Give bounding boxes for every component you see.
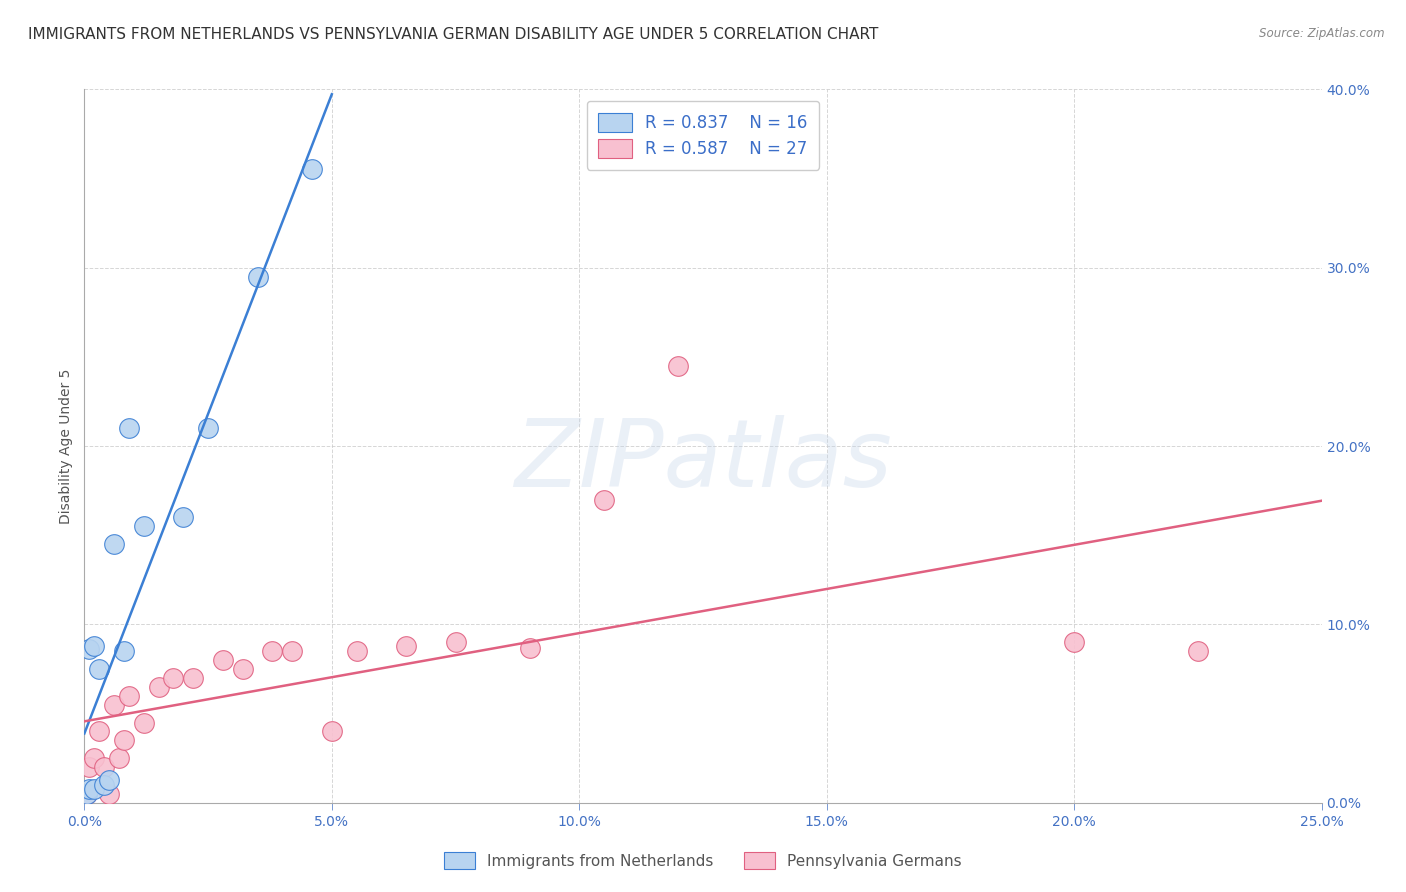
Point: [444, 635, 467, 649]
Text: Source: ZipAtlas.com: Source: ZipAtlas.com: [1260, 27, 1385, 40]
Point: [197, 421, 219, 435]
Point: [108, 751, 131, 765]
Point: [118, 421, 141, 435]
Point: [232, 662, 254, 676]
Point: [83, 751, 105, 765]
Legend: Immigrants from Netherlands, Pennsylvania Germans: Immigrants from Netherlands, Pennsylvani…: [439, 846, 967, 875]
Point: [103, 537, 125, 551]
Point: [79, 781, 101, 796]
Point: [98, 772, 121, 787]
Point: [395, 639, 418, 653]
Point: [301, 162, 323, 177]
Point: [1063, 635, 1085, 649]
Point: [181, 671, 204, 685]
Point: [321, 724, 343, 739]
Point: [93, 778, 115, 792]
Point: [76, 787, 98, 801]
Point: [118, 689, 141, 703]
Point: [593, 492, 616, 507]
Point: [172, 510, 194, 524]
Legend: R = 0.837    N = 16, R = 0.587    N = 27: R = 0.837 N = 16, R = 0.587 N = 27: [586, 101, 820, 169]
Point: [93, 760, 115, 774]
Point: [83, 639, 105, 653]
Point: [162, 671, 184, 685]
Point: [346, 644, 368, 658]
Point: [83, 781, 105, 796]
Point: [262, 644, 284, 658]
Point: [112, 644, 135, 658]
Point: [132, 519, 155, 533]
Point: [103, 698, 125, 712]
Point: [98, 787, 121, 801]
Point: [1187, 644, 1209, 658]
Point: [79, 642, 101, 657]
Y-axis label: Disability Age Under 5: Disability Age Under 5: [59, 368, 73, 524]
Point: [89, 662, 111, 676]
Point: [246, 269, 269, 284]
Text: ZIPatlas: ZIPatlas: [515, 415, 891, 506]
Point: [132, 715, 155, 730]
Point: [76, 787, 98, 801]
Point: [112, 733, 135, 747]
Point: [79, 760, 101, 774]
Point: [89, 724, 111, 739]
Point: [212, 653, 235, 667]
Point: [666, 359, 689, 373]
Text: IMMIGRANTS FROM NETHERLANDS VS PENNSYLVANIA GERMAN DISABILITY AGE UNDER 5 CORREL: IMMIGRANTS FROM NETHERLANDS VS PENNSYLVA…: [28, 27, 879, 42]
Point: [281, 644, 304, 658]
Point: [519, 640, 541, 655]
Point: [148, 680, 170, 694]
